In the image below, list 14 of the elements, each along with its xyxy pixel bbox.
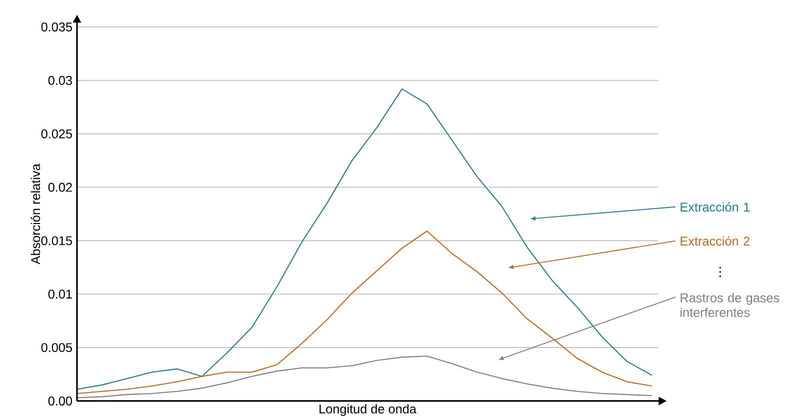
y-tick-label: 0.00: [48, 396, 72, 406]
y-tick-label: 0.01: [48, 290, 72, 299]
y-tick-label: 0.025: [41, 129, 72, 138]
text: Extracción 1: [680, 202, 750, 212]
y-tick-label: 0.02: [48, 182, 72, 192]
x-axis-title: Longitud de onda: [320, 404, 416, 416]
text: Rastros de gases interferentes: [680, 293, 780, 317]
y-tick-label: 0.035: [41, 22, 72, 32]
text: ⋮: [720, 266, 721, 278]
text: Extracción 2: [680, 236, 750, 246]
y-tick-label: 0.015: [41, 236, 72, 246]
y-axis-title: Absorción relativa: [30, 164, 40, 264]
y-tick-label: 0.03: [48, 76, 72, 85]
y-tick-label: 0.005: [41, 343, 72, 352]
